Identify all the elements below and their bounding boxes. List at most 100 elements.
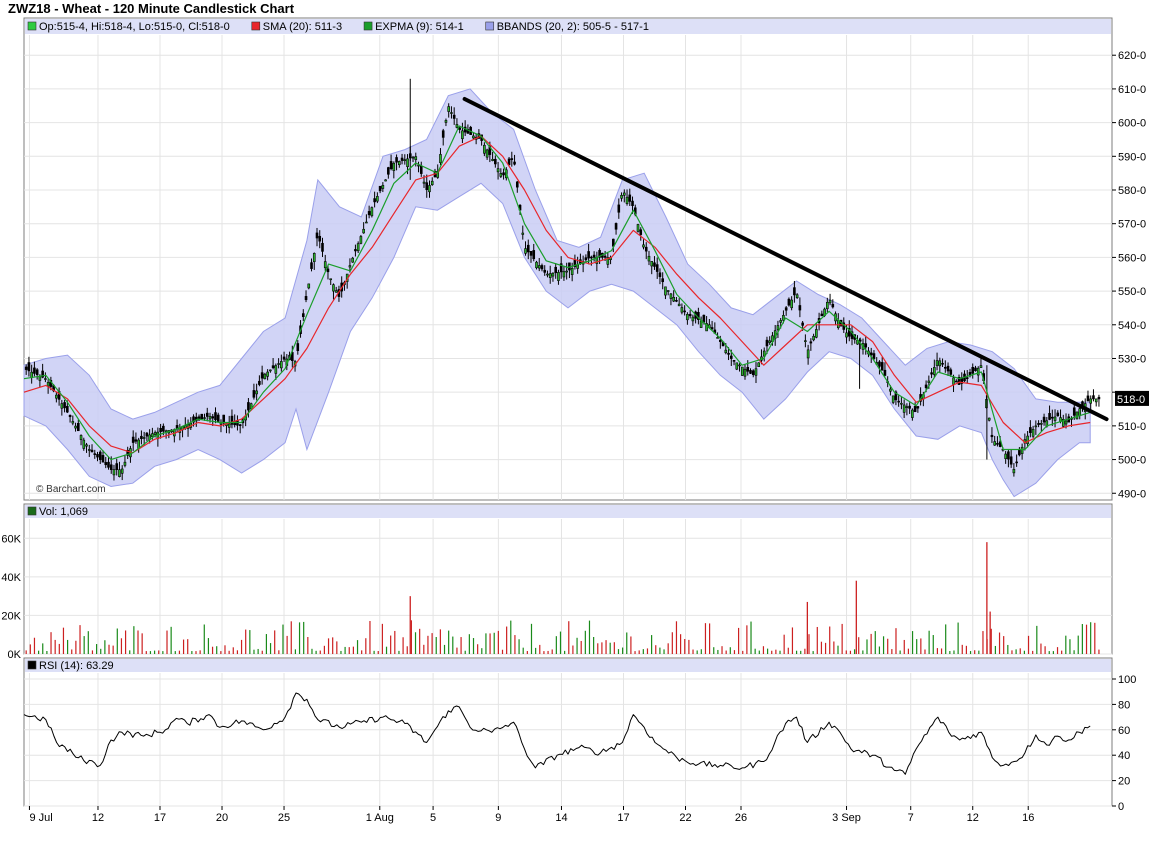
candle-body [905, 406, 909, 408]
candle-body [1042, 416, 1046, 423]
candle-body [716, 337, 719, 339]
candle-body [222, 414, 226, 424]
candle-body [458, 127, 461, 130]
candle-body [118, 469, 121, 477]
candle-body [452, 114, 456, 119]
price-tick-label: 580-0 [1118, 185, 1146, 197]
candle-body [55, 394, 58, 399]
candle-body [107, 461, 110, 468]
candle-body [924, 384, 928, 389]
candle-body [439, 154, 442, 164]
candle-body [793, 287, 796, 296]
candle-body [211, 416, 215, 419]
candle-body [974, 367, 977, 372]
candle-body [658, 272, 662, 277]
rsi-tick-label: 60 [1118, 725, 1130, 737]
candle-body [699, 320, 703, 328]
x-tick-label: 25 [278, 812, 290, 824]
candle-body [348, 265, 352, 268]
candle-body [376, 196, 379, 202]
candle-body [990, 434, 994, 438]
rsi-tick-label: 0 [1118, 801, 1124, 813]
candle-body [494, 158, 497, 165]
price-tick-label: 600-0 [1118, 118, 1146, 130]
candle-body [1020, 446, 1024, 454]
candle-body [277, 363, 280, 365]
candle-body [524, 248, 527, 254]
candle-body [266, 371, 269, 377]
candle-body [535, 261, 538, 269]
candle-body [537, 265, 541, 269]
candle-body [131, 436, 135, 443]
candle-body [41, 370, 44, 378]
candle-body [441, 130, 445, 138]
candle-body [1012, 469, 1016, 474]
candle-body [850, 331, 854, 339]
legend-swatch-expma [363, 21, 373, 31]
candle-body [359, 236, 363, 244]
candle-body [430, 180, 434, 186]
price-panel-header [25, 19, 1111, 34]
candle-body [743, 368, 747, 377]
candle-body [798, 305, 802, 311]
candle-body [957, 377, 961, 385]
candle-body [529, 250, 533, 256]
candle-body [46, 382, 50, 387]
candle-body [930, 372, 933, 375]
candle-body [790, 299, 793, 309]
x-tick-label: 7 [908, 812, 914, 824]
candle-body [87, 449, 91, 451]
candle-body [310, 262, 313, 269]
candle-body [908, 405, 911, 409]
price-tick-label: 540-0 [1118, 320, 1146, 332]
candle-body [507, 158, 511, 166]
candle-body [252, 390, 256, 398]
volume-tick-label: 60K [1, 533, 21, 545]
candle-body [44, 378, 47, 380]
candle-body [795, 294, 799, 299]
candle-body [625, 196, 629, 204]
candle-body [603, 255, 607, 258]
candle-body [334, 290, 338, 293]
candle-body [872, 353, 876, 359]
volume-bars [25, 542, 1100, 654]
candle-body [680, 307, 684, 313]
price-tick-label: 620-0 [1118, 50, 1146, 62]
candle-body [883, 369, 887, 376]
candle-body [93, 453, 97, 455]
candle-body [1048, 413, 1051, 420]
candle-body [1037, 422, 1040, 425]
candle-body [274, 365, 278, 374]
candle-body [483, 144, 486, 154]
candle-body [400, 157, 404, 161]
candle-body [1053, 416, 1057, 421]
candle-body [77, 422, 80, 432]
candle-body [993, 441, 996, 446]
legend-label-bbands: BBANDS (20, 2): 505-5 - 517-1 [497, 21, 649, 33]
candles [24, 78, 1101, 481]
candle-body [367, 211, 371, 216]
candle-body [614, 223, 618, 230]
candle-body [398, 161, 401, 166]
sma-line [23, 135, 1091, 454]
candle-body [543, 269, 547, 273]
candle-body [329, 278, 333, 281]
candle-body [447, 106, 450, 112]
candle-body [806, 349, 810, 359]
candle-body [1078, 408, 1082, 417]
candle-body [315, 232, 319, 239]
candle-body [979, 365, 983, 368]
volume-tick-label: 0K [8, 649, 22, 661]
candle-body [631, 200, 634, 206]
candle-body [592, 254, 596, 258]
candle-body [200, 413, 204, 420]
last-price-label: 518-0 [1117, 394, 1145, 406]
x-tick-label: 9 [495, 812, 501, 824]
candle-body [749, 370, 752, 374]
candle-body [66, 405, 69, 413]
candle-body [812, 335, 815, 341]
candle-body [515, 181, 519, 188]
x-tick-label: 3 Sep [832, 812, 861, 824]
candle-body [570, 267, 574, 275]
candle-body [954, 380, 958, 383]
